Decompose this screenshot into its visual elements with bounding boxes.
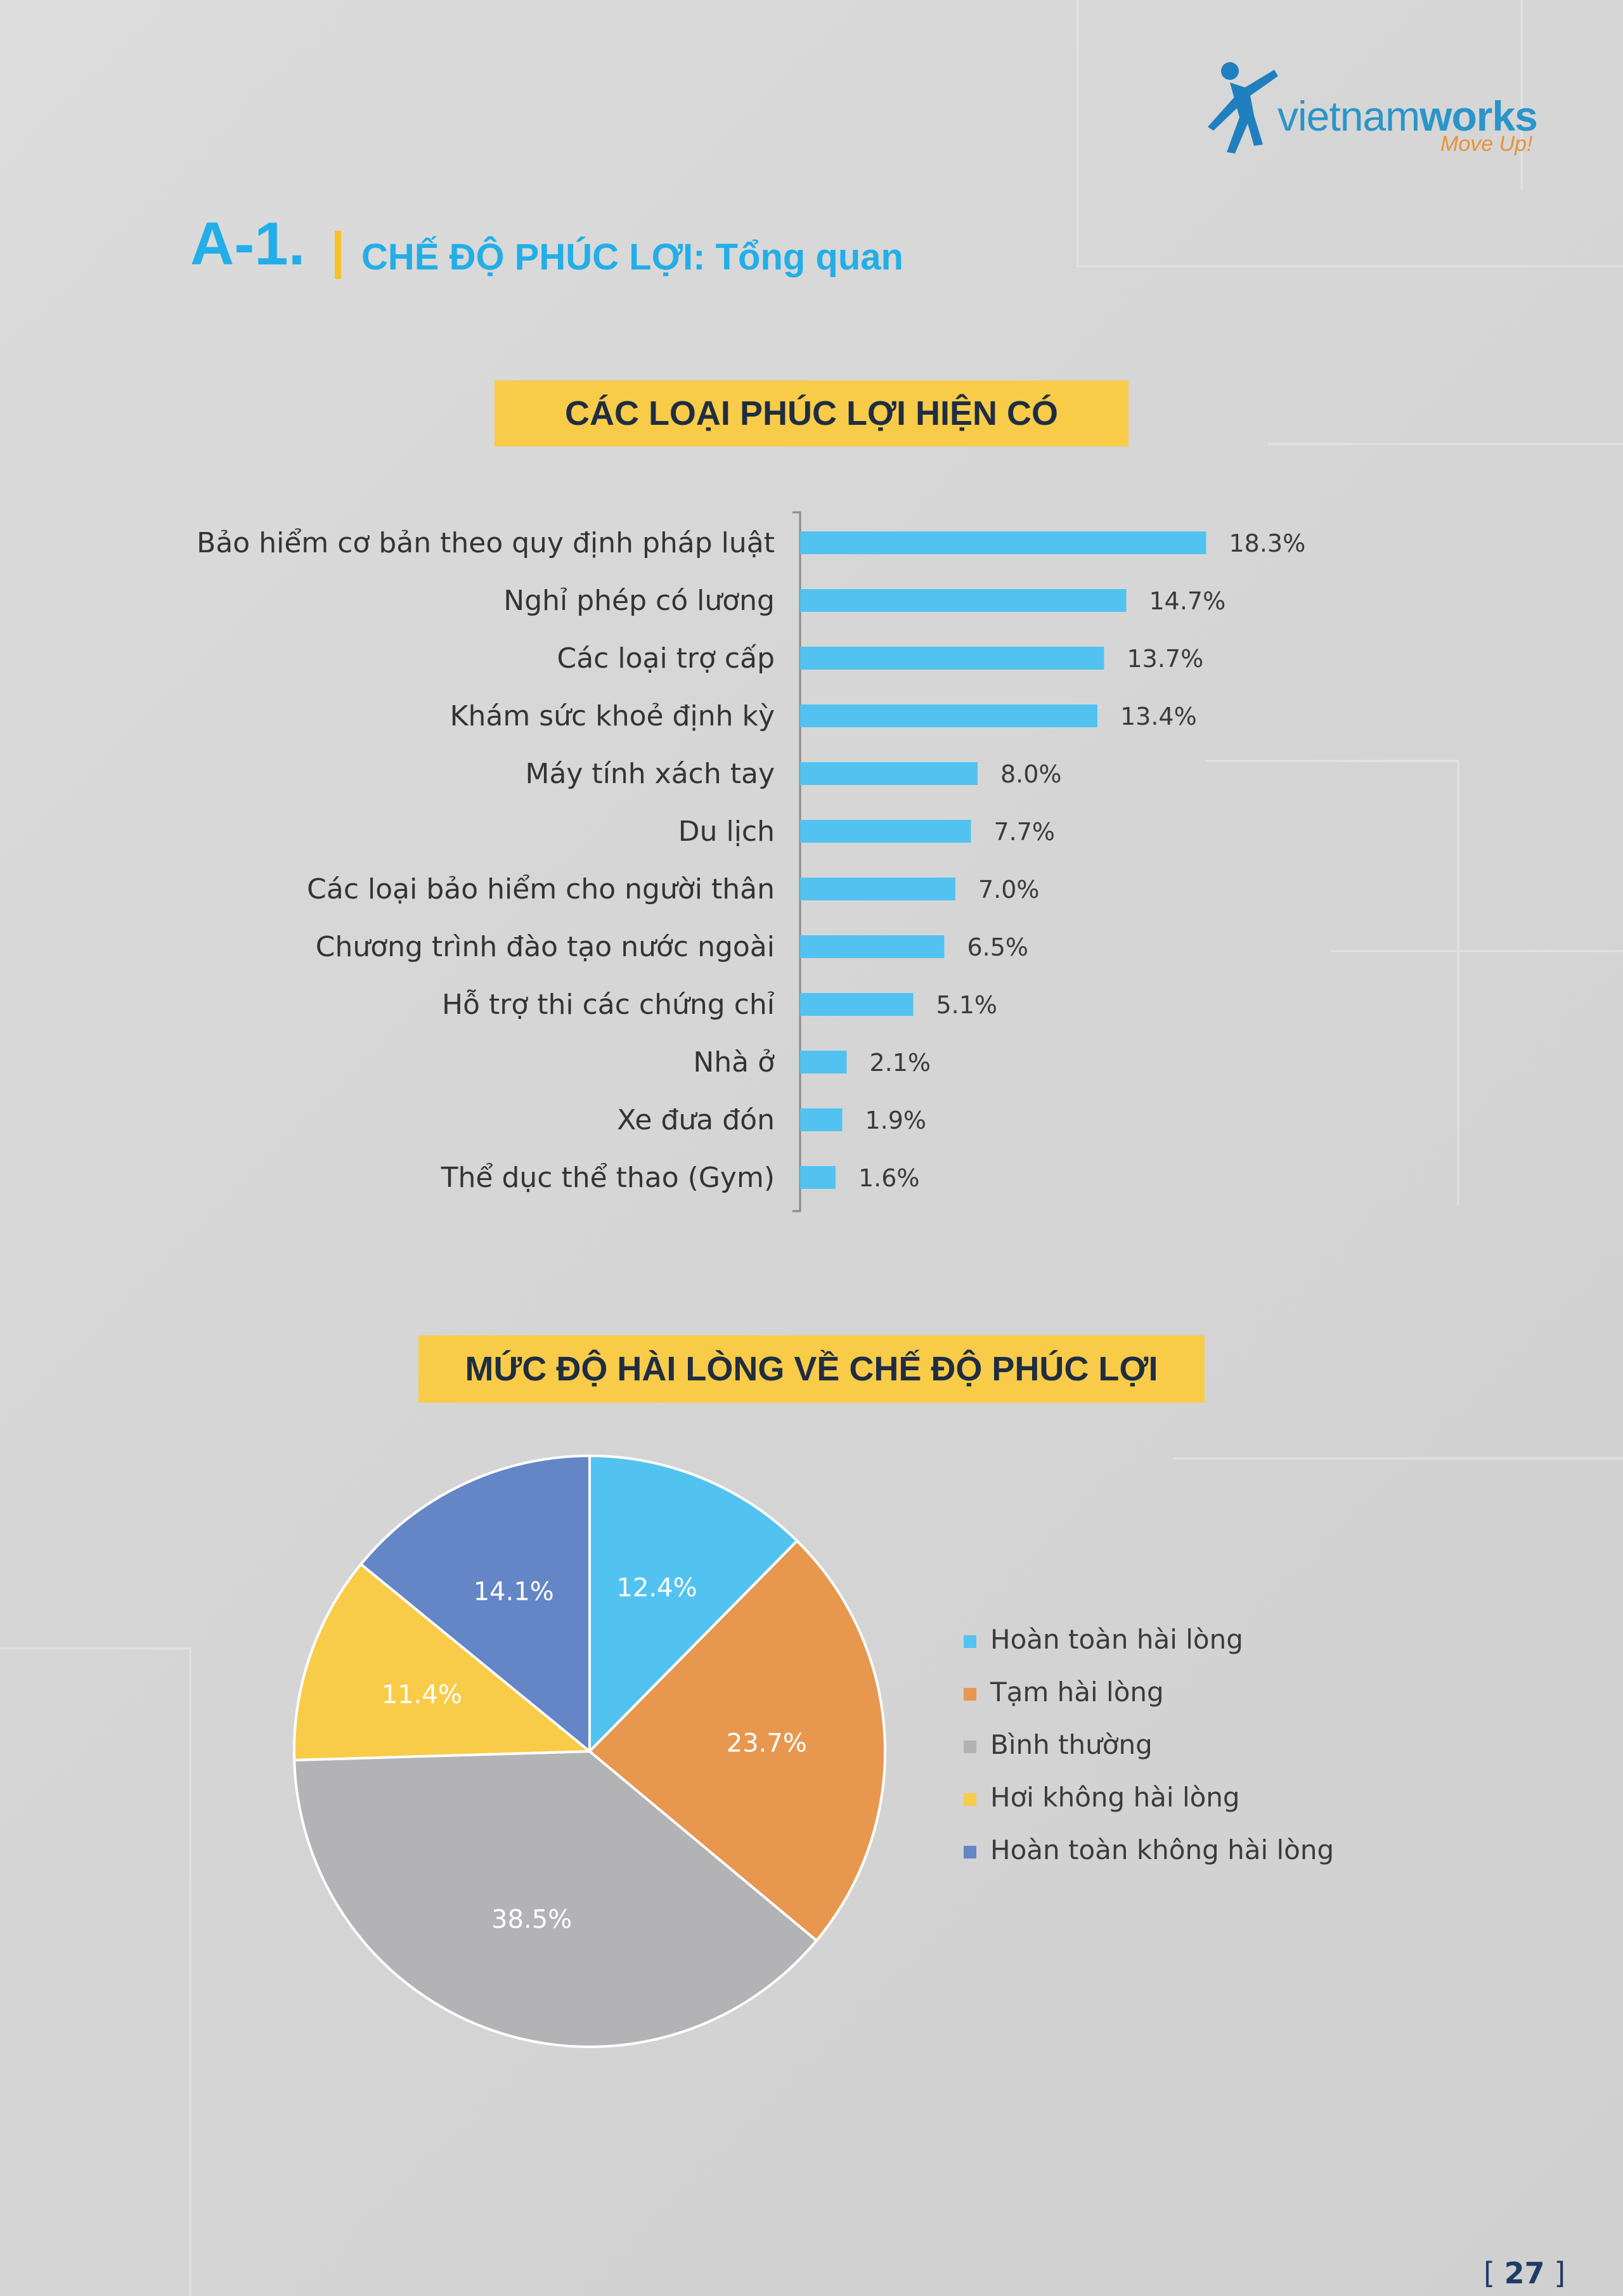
bar [800,589,1127,612]
legend-label: Hơi không hài lòng [990,1782,1240,1813]
bar [800,1166,836,1189]
legend-swatch [964,1793,976,1806]
legend-label: Tạm hài lòng [990,1677,1164,1708]
bar-category-label: Khám sức khoẻ định kỳ [450,700,775,732]
bar-category-label: Hỗ trợ thi các chứng chỉ [442,989,775,1021]
legend-swatch [964,1741,976,1753]
bar-value-label: 6.5% [967,933,1029,961]
brand-tagline: Move Up! [1440,132,1533,156]
bar [800,531,1206,554]
bar-value-label: 1.9% [865,1106,927,1134]
pie-value-label: 23.7% [727,1728,807,1758]
bar [800,762,978,785]
bar [800,1051,847,1073]
pie-slice [588,1454,799,1754]
pie-value-label: 12.4% [617,1573,697,1602]
bar-value-label: 5.1% [936,991,998,1019]
bar-value-label: 2.1% [870,1049,931,1077]
bar-value-label: 7.0% [978,876,1040,904]
bar [800,820,971,843]
runner-icon [1208,62,1278,153]
section-code: A-1. [190,210,306,278]
pie-slice [588,1539,886,1943]
pie-value-label: 11.4% [382,1680,462,1709]
bar-value-label: 7.7% [994,818,1056,846]
bar [800,878,955,900]
pie-value-label: 38.5% [491,1905,572,1934]
bar-category-label: Các loại bảo hiểm cho người thân [307,873,775,905]
brand-name: vietnamworks [1277,93,1538,139]
bar [800,935,945,958]
bar-axis-line [792,511,801,1212]
bar-chart-title: CÁC LOẠI PHÚC LỢI HIỆN CÓ [495,380,1128,446]
bar-value-label: 1.6% [858,1164,920,1192]
brand-logo: vietnamworks Move Up! [1205,57,1560,171]
satisfaction-pie-chart: 12.4% 23.7% 38.5% 11.4% 14.1% Hoàn toàn hài l… [293,1454,1335,2048]
bar-category-label: Nhà ở [693,1046,775,1079]
pie-slice [359,1454,591,1754]
pie-value-label: 14.1% [474,1577,554,1606]
bar-category-label: Chương trình đào tạo nước ngoài [316,931,775,963]
bar-category-label: Bảo hiểm cơ bản theo quy định pháp luật [197,527,775,559]
legend-swatch [964,1635,976,1648]
legend-label: Hoàn toàn hài lòng [990,1624,1243,1655]
bar [800,704,1097,727]
bar [800,1108,843,1131]
bar-value-label: 18.3% [1229,529,1306,557]
bar [800,647,1104,670]
legend-swatch [964,1846,976,1858]
bar-category-label: Nghỉ phép có lương [503,585,775,617]
pie-slice [293,1749,818,2048]
section-title: CHẾ ĐỘ PHÚC LỢI: Tổng quan [361,237,903,278]
bar-value-label: 14.7% [1149,587,1226,615]
bar-value-label: 13.4% [1120,703,1197,730]
page-number: [ 27 ] [1484,2256,1566,2290]
pie-slice [293,1562,593,1761]
bar-category-label: Máy tính xách tay [525,758,775,790]
benefits-bar-chart: Bảo hiểm cơ bản theo quy định pháp luật 1… [197,511,1306,1212]
bar-category-label: Xe đưa đón [617,1104,775,1136]
bar [800,993,914,1016]
bar-category-label: Các loại trợ cấp [557,642,775,675]
legend-label: Bình thường [990,1729,1153,1760]
pie-chart-title: MỨC ĐỘ HÀI LÒNG VỀ CHẾ ĐỘ PHÚC LỢI [418,1335,1205,1403]
bar-value-label: 13.7% [1127,645,1204,673]
legend-label: Hoàn toàn không hài lòng [990,1834,1334,1865]
bar-category-label: Thể dục thể thao (Gym) [441,1162,775,1194]
bar-category-label: Du lịch [678,815,775,848]
heading-divider [335,231,341,279]
bar-value-label: 8.0% [1000,760,1062,788]
legend-swatch [964,1688,976,1701]
